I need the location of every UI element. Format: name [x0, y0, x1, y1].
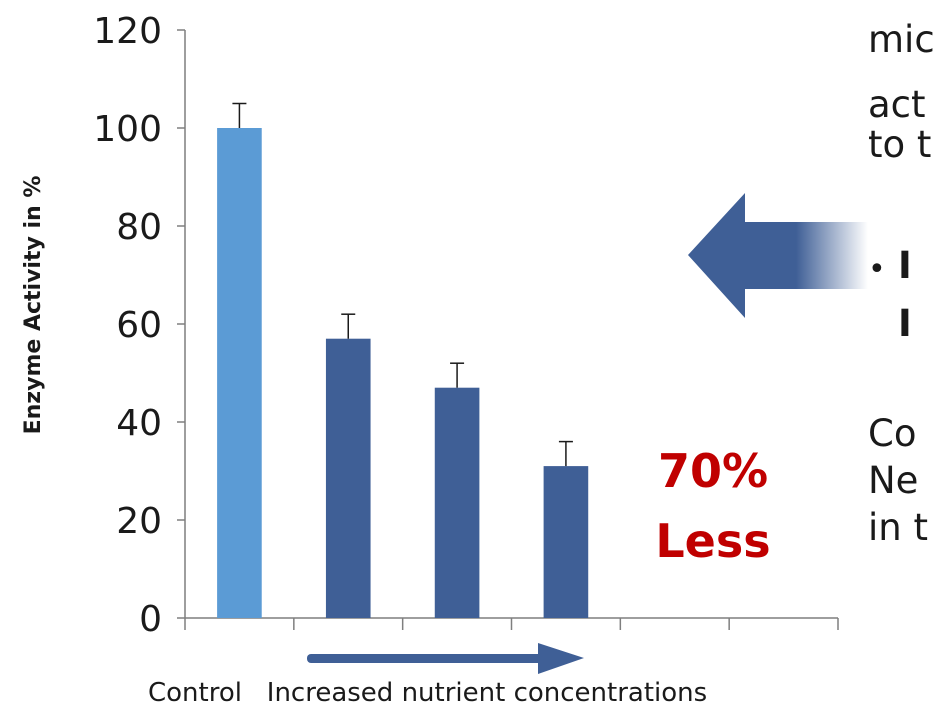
x-axis-caption: Control Increased nutrient concentration…: [148, 678, 707, 708]
bullet-icon: •: [868, 252, 886, 287]
y-tick-label: 60: [116, 305, 162, 346]
y-tick-label: 120: [93, 11, 162, 52]
bar-3: [434, 387, 480, 618]
side-text-line-6: in t: [868, 506, 928, 549]
bars: [217, 102, 589, 618]
y-ticks: 0 20 40 60 80 100 120: [93, 11, 185, 640]
side-text-line-2: act: [868, 83, 926, 126]
side-text-line-3: to t: [868, 123, 932, 166]
bar-1: [217, 128, 262, 618]
side-text-line-5: Ne: [868, 459, 919, 502]
x-ticks: [184, 618, 839, 630]
bar-2: [325, 338, 371, 618]
bar-4: [543, 466, 589, 618]
side-text-line-1: mic: [868, 18, 935, 61]
bullet-text-line-2: I: [898, 302, 912, 345]
bullet-text-line-1: I: [898, 244, 912, 287]
y-tick-label: 100: [93, 109, 162, 150]
annotation-less: Less: [655, 514, 770, 568]
y-axis-title: Enzyme Activity in %: [21, 176, 46, 435]
y-tick-label: 20: [116, 501, 162, 542]
y-tick-label: 0: [139, 599, 162, 640]
left-arrow-icon: [688, 193, 868, 318]
y-tick-label: 40: [116, 403, 162, 444]
annotation-percent: 70%: [658, 444, 768, 498]
side-text-line-4: Co: [868, 412, 917, 455]
y-tick-label: 80: [116, 207, 162, 248]
right-arrow-icon: [307, 643, 584, 674]
